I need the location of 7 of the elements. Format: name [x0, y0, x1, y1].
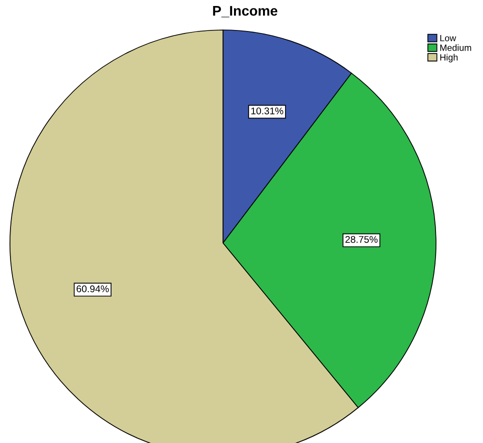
data-label: 60.94% [76, 285, 109, 292]
data-label: 10.31% [251, 107, 284, 114]
legend-label: High [440, 54, 458, 62]
legend-label: Medium [440, 44, 472, 51]
data-label: 28.75% [345, 236, 378, 243]
chart-title: P_Income [213, 6, 278, 18]
legend-label: Low [440, 34, 456, 42]
